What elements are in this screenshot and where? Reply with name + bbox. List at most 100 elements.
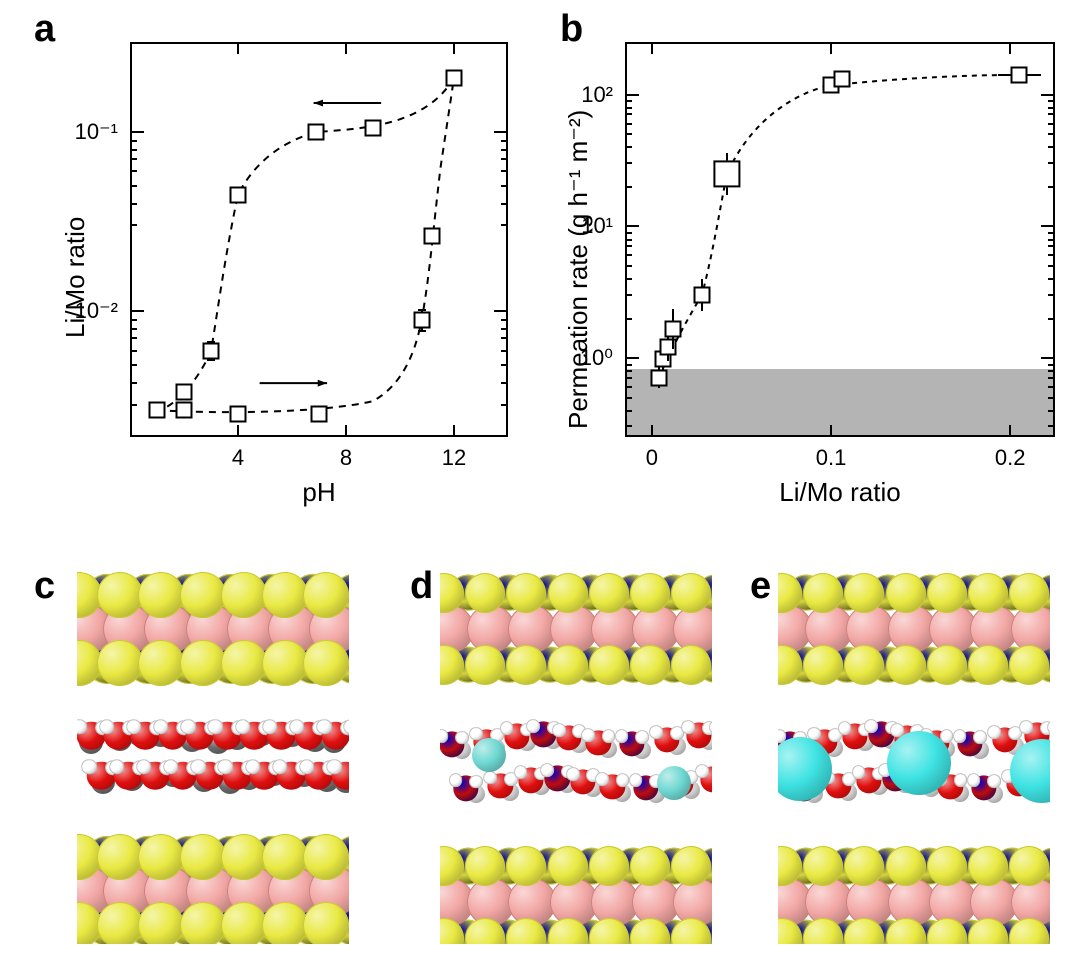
s-atom	[630, 846, 670, 886]
h-atom	[967, 773, 981, 787]
s-atom	[221, 902, 267, 944]
h-atom	[838, 722, 852, 736]
h-atom	[500, 722, 514, 736]
s-atom	[262, 572, 308, 618]
data-marker	[308, 123, 325, 140]
x-tick-label: 4	[232, 445, 244, 471]
s-atom	[844, 846, 884, 886]
h-atom	[695, 764, 709, 778]
s-atom	[138, 902, 184, 944]
h-atom	[566, 767, 580, 781]
x-tick-label: 12	[442, 445, 466, 471]
s-atom	[465, 846, 505, 886]
error-cap	[418, 330, 426, 332]
s-atom	[180, 640, 226, 686]
h-atom	[245, 759, 261, 775]
y-axis-title: Li/Mo ratio	[60, 217, 91, 338]
s-atom	[1009, 645, 1049, 685]
li-ion-large	[887, 731, 951, 795]
h-atom	[681, 720, 695, 734]
x-tick-label: 0.2	[995, 445, 1026, 471]
s-atom	[548, 573, 588, 613]
direction-arrow-head	[318, 380, 327, 387]
s-atom	[927, 645, 967, 685]
li-ion	[657, 766, 691, 800]
h-atom	[1019, 720, 1033, 734]
s-atom	[548, 645, 588, 685]
s-atom	[671, 846, 711, 886]
h-atom	[552, 723, 566, 737]
data-marker	[176, 384, 193, 401]
s-atom	[506, 645, 546, 685]
h-atom	[109, 759, 125, 775]
s-atom	[221, 834, 267, 880]
guide-curve	[157, 78, 454, 412]
s-atom	[548, 846, 588, 886]
h-atom	[987, 774, 1001, 788]
y-tick-label: 10⁻¹	[75, 119, 118, 145]
s-atom	[97, 572, 143, 618]
s-atom	[671, 573, 711, 613]
h-atom	[954, 773, 968, 787]
s-atom	[803, 573, 843, 613]
h-atom	[469, 775, 483, 789]
s-atom	[97, 640, 143, 686]
s-atom	[968, 573, 1008, 613]
h-atom	[469, 727, 483, 741]
x-tick-label: 0.1	[816, 445, 847, 471]
h-atom	[218, 759, 234, 775]
h-atom	[953, 729, 967, 743]
s-atom	[927, 573, 967, 613]
h-atom	[852, 766, 866, 780]
s-atom	[465, 573, 505, 613]
data-marker	[714, 160, 741, 187]
data-marker	[413, 312, 430, 329]
y-axis-title: Permeation rate (g h⁻¹ m⁻²)	[563, 110, 594, 429]
h-atom	[180, 719, 196, 735]
guide-curve	[157, 78, 454, 410]
s-atom	[303, 572, 349, 618]
s-atom	[844, 645, 884, 685]
s-atom	[303, 640, 349, 686]
h-atom	[153, 719, 169, 735]
h-atom	[988, 725, 1002, 739]
s-atom	[968, 645, 1008, 685]
y-tick-label: 10²	[581, 82, 613, 108]
h-atom	[272, 759, 288, 775]
h-atom	[615, 729, 629, 743]
h-atom	[973, 730, 987, 744]
h-atom	[864, 720, 878, 734]
s-atom	[844, 573, 884, 613]
h-atom	[235, 719, 251, 735]
h-atom	[289, 719, 305, 735]
h-atom	[890, 723, 904, 737]
s-atom	[589, 645, 629, 685]
panel-c-label: c	[34, 565, 55, 608]
data-marker	[651, 369, 668, 386]
h-atom	[99, 719, 115, 735]
h-atom	[514, 766, 528, 780]
h-atom	[616, 773, 630, 787]
data-marker	[365, 120, 382, 137]
s-atom	[803, 846, 843, 886]
data-marker	[424, 227, 441, 244]
s-atom	[97, 902, 143, 944]
h-atom	[540, 764, 554, 778]
data-marker	[694, 286, 711, 303]
figure-root: a b c d e 481210⁻²10⁻¹pHLi/Mo ratio 00.1…	[0, 0, 1080, 964]
data-marker	[149, 402, 166, 419]
s-atom	[303, 834, 349, 880]
s-atom	[262, 640, 308, 686]
h-atom	[449, 773, 463, 787]
panel-d-label: d	[410, 565, 433, 608]
panel-a-label: a	[34, 8, 55, 51]
h-atom	[635, 730, 649, 744]
data-marker	[1011, 66, 1028, 83]
direction-arrow-head	[314, 100, 323, 107]
panel-b-label: b	[560, 8, 583, 51]
h-atom	[208, 719, 224, 735]
molecule-panel-c	[77, 564, 349, 944]
panel-e-label: e	[750, 565, 771, 608]
s-atom	[97, 834, 143, 880]
h-atom	[299, 759, 315, 775]
